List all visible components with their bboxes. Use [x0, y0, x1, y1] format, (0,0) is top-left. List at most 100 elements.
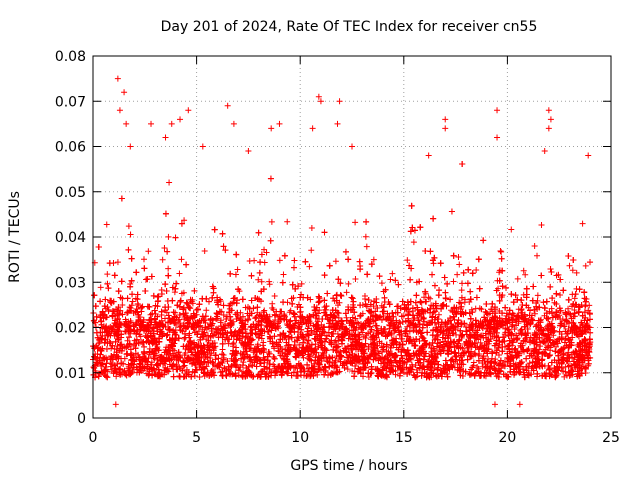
data-point: [271, 293, 278, 300]
data-point: [332, 258, 339, 265]
data-point: [360, 373, 367, 380]
data-point: [308, 224, 315, 231]
data-point: [498, 248, 505, 255]
data-point: [571, 295, 578, 302]
data-point: [268, 327, 275, 334]
data-point: [193, 306, 200, 313]
data-point: [542, 305, 549, 312]
data-point: [147, 311, 154, 318]
data-point: [125, 223, 132, 230]
data-point: [520, 267, 527, 274]
data-point: [270, 361, 277, 368]
data-point: [266, 281, 273, 288]
data-point: [452, 309, 459, 316]
data-point: [255, 276, 262, 283]
data-point: [334, 302, 341, 309]
data-point: [220, 312, 227, 319]
data-point: [128, 302, 135, 309]
data-point: [305, 337, 312, 344]
data-point: [176, 270, 183, 277]
data-point: [344, 366, 351, 373]
data-point: [314, 318, 321, 325]
data-point: [276, 257, 283, 264]
data-point: [217, 317, 224, 324]
data-point: [378, 280, 385, 287]
data-point: [496, 269, 503, 276]
data-point: [516, 330, 523, 337]
data-point: [212, 326, 219, 333]
data-point: [397, 320, 404, 327]
data-point: [427, 295, 434, 302]
data-point: [304, 325, 311, 332]
data-point: [579, 220, 586, 227]
data-point: [569, 267, 576, 274]
data-point: [433, 333, 440, 340]
data-point: [260, 354, 267, 361]
data-point: [453, 331, 460, 338]
data-point: [472, 305, 479, 312]
data-point: [456, 261, 463, 268]
data-point: [91, 365, 98, 372]
data-point: [531, 310, 538, 317]
data-point: [165, 233, 172, 240]
data-point: [222, 372, 229, 379]
data-point: [180, 363, 187, 370]
data-point: [404, 323, 411, 330]
data-point: [306, 263, 313, 270]
data-point: [108, 366, 115, 373]
data-point: [404, 257, 411, 264]
data-point: [197, 322, 204, 329]
data-point: [462, 296, 469, 303]
data-point: [308, 247, 315, 254]
data-point: [349, 301, 356, 308]
data-point: [121, 355, 128, 362]
data-point: [560, 350, 567, 357]
data-point: [253, 314, 260, 321]
data-point: [362, 233, 369, 240]
data-point: [140, 256, 147, 263]
data-point: [284, 218, 291, 225]
data-point: [459, 280, 466, 287]
data-point: [557, 291, 564, 298]
data-point: [304, 328, 311, 335]
data-point: [421, 318, 428, 325]
data-point: [221, 364, 228, 371]
data-points: [90, 75, 594, 408]
data-point: [233, 251, 240, 258]
data-point: [564, 358, 571, 365]
data-point: [335, 334, 342, 341]
data-point: [363, 243, 370, 250]
data-point: [582, 303, 589, 310]
data-point: [508, 226, 515, 233]
data-point: [324, 372, 331, 379]
data-point: [314, 371, 321, 378]
data-point: [439, 334, 446, 341]
data-point: [526, 360, 533, 367]
data-point: [514, 275, 521, 282]
data-point: [410, 239, 417, 246]
data-point: [165, 265, 172, 272]
data-point: [258, 278, 265, 285]
data-point: [517, 360, 524, 367]
data-point: [287, 307, 294, 314]
data-point: [176, 324, 183, 331]
data-point: [201, 247, 208, 254]
data-point: [488, 355, 495, 362]
data-point: [135, 302, 142, 309]
data-point: [477, 339, 484, 346]
data-point: [473, 266, 480, 273]
data-point: [534, 292, 541, 299]
data-point: [189, 300, 196, 307]
data-point: [145, 248, 152, 255]
data-point: [345, 280, 352, 287]
grid-lines: [93, 56, 611, 418]
data-point: [421, 294, 428, 301]
data-point: [413, 366, 420, 373]
data-point: [108, 361, 115, 368]
data-point: [537, 343, 544, 350]
data-point: [352, 275, 359, 282]
data-point: [517, 327, 524, 334]
data-point: [522, 271, 529, 278]
data-point: [370, 256, 377, 263]
data-point: [203, 307, 210, 314]
